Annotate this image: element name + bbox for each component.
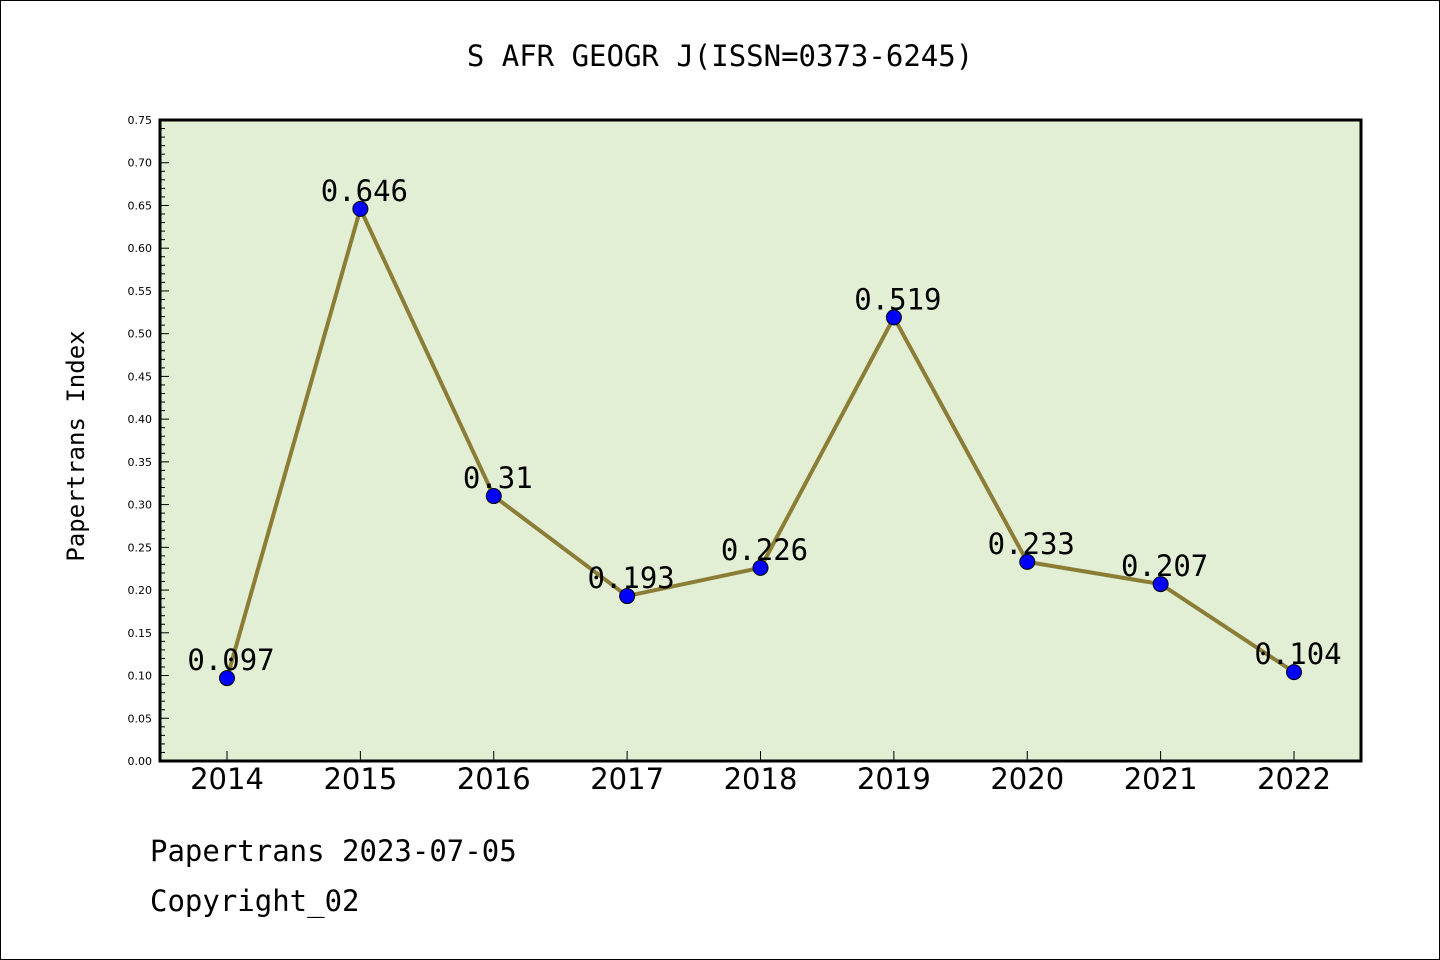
- x-tick-label: 2020: [990, 762, 1064, 796]
- data-point: [1152, 576, 1169, 593]
- y-tick-label: 0.05: [128, 712, 153, 725]
- y-tick-label: 0.40: [128, 413, 153, 426]
- data-point: [619, 588, 636, 605]
- data-label: 0.226: [721, 533, 808, 567]
- x-tick-label: 2017: [590, 762, 664, 796]
- plot-area: [158, 118, 1363, 763]
- x-tick-label: 2018: [724, 762, 798, 796]
- y-tick-label: 0.55: [128, 285, 153, 298]
- y-tick-label: 0.30: [128, 499, 153, 512]
- x-tick-label: 2022: [1257, 762, 1331, 796]
- data-point: [219, 670, 235, 687]
- x-tick-label: 2014: [190, 762, 264, 796]
- x-tick-label: 2016: [457, 762, 531, 796]
- y-tick-label: 0.50: [128, 328, 153, 341]
- data-point: [752, 559, 769, 576]
- y-tick-label: 0.10: [128, 670, 153, 683]
- y-tick-label: 0.70: [128, 157, 153, 170]
- data-label: 0.646: [321, 174, 408, 208]
- y-axis-label: Papertrans Index: [62, 330, 90, 561]
- y-tick-label: 0.60: [128, 242, 153, 255]
- data-label: 0.097: [187, 643, 274, 677]
- x-tick-label: 2015: [323, 762, 397, 796]
- data-point: [485, 488, 502, 505]
- footer-copyright: Copyright_02: [150, 884, 360, 918]
- series-group: 0.097 0.646 0.31 0.193 0.226 0.519 0.233 0.207 0…: [187, 174, 1342, 687]
- y-tick-label: 0.35: [128, 456, 153, 469]
- data-point: [885, 309, 902, 326]
- y-tick-label: 0.00: [128, 755, 153, 768]
- data-point: [352, 200, 369, 217]
- footer-date: Papertrans 2023-07-05: [150, 834, 517, 868]
- y-tick-label: 0.15: [128, 627, 153, 640]
- y-tick-label: 0.75: [128, 114, 153, 127]
- data-point: [1019, 553, 1036, 570]
- data-label: 0.233: [988, 527, 1075, 561]
- x-axis-ticks: 2014 2015 2016 2017 2018 2019 2020 2021 2022: [190, 751, 1331, 796]
- y-tick-label: 0.25: [128, 541, 153, 554]
- x-tick-label: 2019: [857, 762, 931, 796]
- y-tick-label: 0.65: [128, 199, 153, 212]
- y-tick-label: 0.45: [128, 370, 153, 383]
- data-label: 0.193: [587, 561, 674, 595]
- chart-title: S AFR GEOGR J(ISSN=0373-6245): [467, 39, 973, 73]
- data-label: 0.31: [463, 461, 533, 495]
- data-point: [1286, 664, 1302, 681]
- x-tick-label: 2021: [1124, 762, 1198, 796]
- data-label: 0.519: [854, 282, 941, 316]
- y-tick-label: 0.20: [128, 584, 153, 597]
- y-axis-ticks: 0.00 0.05 0.10 0.15 0.20 0.25 0.30 0.35 0.40 0.45…: [128, 114, 169, 768]
- data-label: 0.207: [1121, 549, 1208, 583]
- data-label: 0.104: [1254, 637, 1341, 671]
